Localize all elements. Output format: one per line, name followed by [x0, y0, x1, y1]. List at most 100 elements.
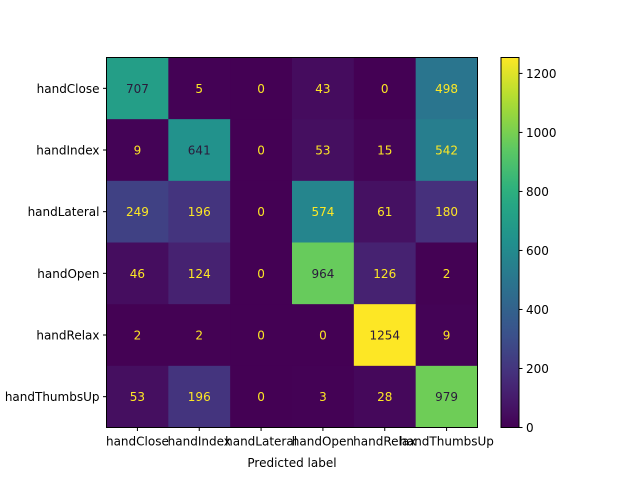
heatmap-cell — [353, 119, 417, 182]
heatmap-cell — [106, 242, 169, 305]
cell-value-label: 641 — [188, 144, 211, 158]
x-tick-label: handThumbsUp — [399, 435, 494, 449]
heatmap-cell — [168, 180, 231, 243]
cell-value-label: 0 — [381, 82, 389, 96]
cell-value-label: 707 — [126, 82, 149, 96]
heatmap-cell — [353, 180, 417, 243]
heatmap-cell — [415, 304, 478, 367]
heatmap-cell — [415, 365, 478, 428]
y-axis-ticks: handClose handIndex handLateral handOpen han… — [5, 82, 107, 404]
cell-value-label: 0 — [257, 329, 265, 343]
cell-value-label: 196 — [188, 390, 211, 404]
heatmap-cell — [168, 57, 231, 120]
y-tick-label: handLateral — [28, 205, 100, 219]
heatmap-cell — [106, 180, 169, 243]
y-tick-label: handRelax — [36, 329, 99, 343]
cell-value-label: 124 — [188, 267, 211, 281]
colorbar — [500, 57, 520, 428]
cell-value-label: 2 — [134, 329, 142, 343]
heatmap-cell — [292, 365, 355, 428]
heatmap-cell — [230, 304, 293, 367]
heatmap-cell — [353, 57, 417, 120]
cell-value-label: 574 — [311, 205, 334, 219]
cell-value-label: 15 — [377, 144, 392, 158]
colorbar-tick-label: 0 — [526, 421, 534, 435]
x-tick-label: handIndex — [168, 435, 231, 449]
heatmap-cell — [106, 304, 169, 367]
heatmap-cell — [415, 242, 478, 305]
x-tick-label: handRelax — [353, 435, 416, 449]
cell-value-label: 964 — [311, 267, 334, 281]
heatmap-cell — [292, 180, 355, 243]
cell-value-label: 0 — [257, 82, 265, 96]
heatmap-cell — [415, 119, 478, 182]
cell-value-label: 498 — [435, 82, 458, 96]
heatmap-cell — [292, 304, 355, 367]
heatmap-cell — [106, 119, 169, 182]
heatmap-cell — [415, 57, 478, 120]
x-tick-label: handLateral — [225, 435, 297, 449]
cell-value-label: 0 — [257, 205, 265, 219]
y-tick-label: handIndex — [36, 144, 99, 158]
heatmap-cell-labels: 707 5 0 43 0 498 9 641 0 53 15 542 249 196 0 574 61 180 46… — [126, 82, 458, 404]
heatmap-cell — [106, 57, 169, 120]
colorbar-tick-label: 600 — [526, 244, 549, 258]
cell-value-label: 53 — [315, 144, 330, 158]
cell-value-label: 5 — [195, 82, 203, 96]
cell-value-label: 126 — [373, 267, 396, 281]
cell-value-label: 196 — [188, 205, 211, 219]
colorbar-ticks: 0 200 400 600 800 1000 1200 — [519, 67, 557, 435]
cell-value-label: 979 — [435, 390, 458, 404]
cell-value-label: 0 — [257, 390, 265, 404]
cell-value-label: 249 — [126, 205, 149, 219]
cell-value-label: 61 — [377, 205, 392, 219]
heatmap-cell — [168, 119, 231, 182]
y-tick-label: handOpen — [37, 267, 99, 281]
heatmap-cell — [230, 119, 293, 182]
heatmap-cell — [168, 304, 231, 367]
heatmap-cell — [230, 242, 293, 305]
heatmap-cell — [292, 242, 355, 305]
cell-value-label: 2 — [443, 267, 451, 281]
cell-value-label: 9 — [134, 144, 142, 158]
heatmap-cell — [106, 365, 169, 428]
cell-value-label: 1254 — [369, 329, 400, 343]
cell-value-label: 542 — [435, 144, 458, 158]
cell-value-label: 9 — [443, 329, 451, 343]
heatmap-cell — [353, 365, 417, 428]
colorbar-tick-label: 1200 — [526, 67, 557, 81]
heatmap-cell — [292, 57, 355, 120]
heatmap-cell — [230, 57, 293, 120]
y-tick-label: handThumbsUp — [5, 390, 100, 404]
cell-value-label: 43 — [315, 82, 330, 96]
x-tick-label: handClose — [106, 435, 169, 449]
heatmap-cell — [230, 365, 293, 428]
cell-value-label: 180 — [435, 205, 458, 219]
heatmap-cell — [230, 180, 293, 243]
colorbar-tick-label: 200 — [526, 362, 549, 376]
colorbar-tick-label: 800 — [526, 185, 549, 199]
cell-value-label: 0 — [257, 267, 265, 281]
cell-value-label: 3 — [319, 390, 327, 404]
cell-value-label: 53 — [130, 390, 145, 404]
y-tick-label: handClose — [37, 82, 100, 96]
heatmap-cell — [415, 180, 478, 243]
axes-frame — [106, 57, 478, 428]
x-tick-label: handOpen — [292, 435, 354, 449]
heatmap-cell — [353, 304, 417, 367]
heatmap-cell — [292, 119, 355, 182]
heatmap-cell — [168, 365, 231, 428]
heatmap-cell — [353, 242, 417, 305]
cell-value-label: 0 — [257, 144, 265, 158]
colorbar-tick-label: 1000 — [526, 126, 557, 140]
heatmap-cells — [106, 57, 478, 428]
heatmap-cell — [168, 242, 231, 305]
cell-value-label: 0 — [319, 329, 327, 343]
cell-value-label: 46 — [130, 267, 145, 281]
x-axis-label: Predicted label — [247, 456, 336, 470]
cell-value-label: 2 — [195, 329, 203, 343]
colorbar-tick-label: 400 — [526, 303, 549, 317]
cell-value-label: 28 — [377, 390, 392, 404]
